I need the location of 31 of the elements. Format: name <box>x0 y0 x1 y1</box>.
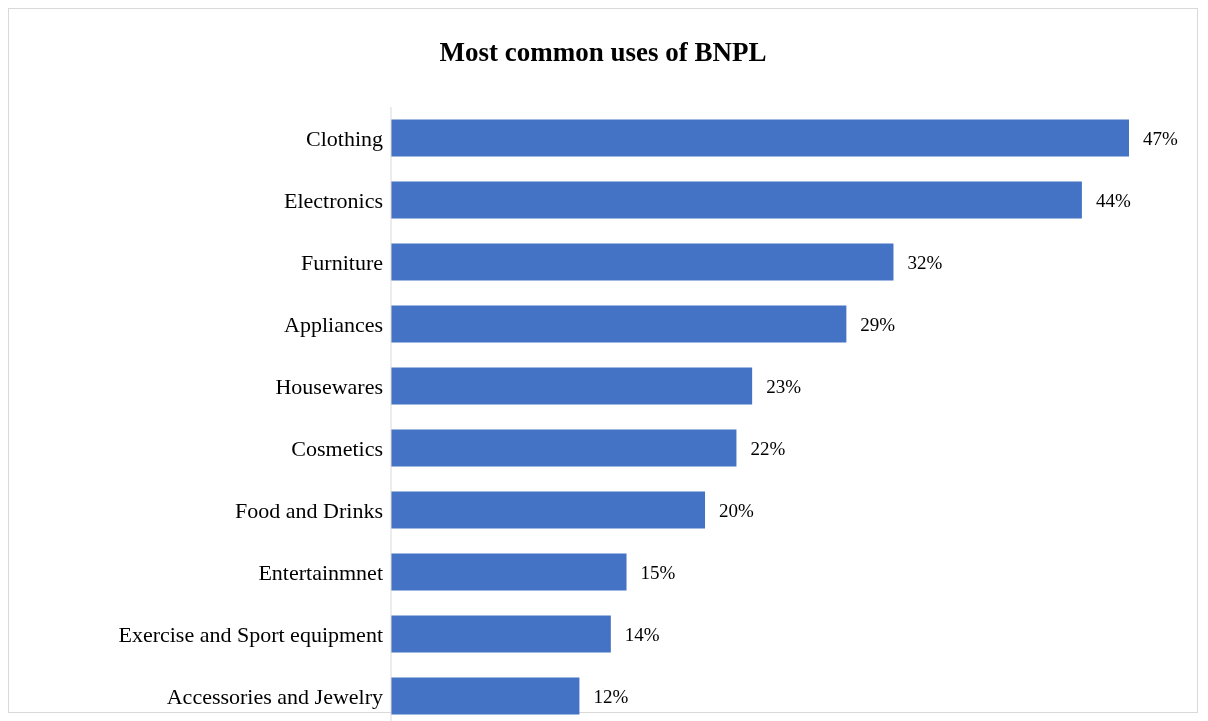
y-tick-label: Entertainmnet <box>258 559 383 585</box>
y-tick-label: Electronics <box>284 187 383 213</box>
y-tick-label: Furniture <box>301 249 383 275</box>
y-tick-label: Food and Drinks <box>235 497 383 523</box>
data-label: 47% <box>1143 127 1178 149</box>
bar <box>391 243 894 281</box>
chart-title: Most common uses of BNPL <box>438 37 768 69</box>
y-tick-label: Accessories and Jewelry <box>166 683 383 709</box>
bar <box>391 677 580 715</box>
y-tick-label: Exercise and Sport equipment <box>118 621 383 647</box>
data-label: 20% <box>719 499 755 521</box>
bar <box>391 553 627 591</box>
bar <box>391 181 1082 219</box>
data-label: 14% <box>624 623 660 645</box>
data-label: 22% <box>750 437 786 459</box>
data-label: 23% <box>766 375 802 397</box>
bar <box>391 615 611 653</box>
y-tick-label: Cosmetics <box>291 435 383 461</box>
y-tick-label: Clothing <box>305 125 383 151</box>
data-label: 32% <box>907 251 943 273</box>
data-label: 29% <box>860 313 896 335</box>
bar <box>391 305 847 343</box>
bar <box>391 429 737 467</box>
bar <box>391 119 1129 157</box>
bar <box>391 491 706 529</box>
data-label: 15% <box>640 561 676 583</box>
bar <box>391 367 753 405</box>
y-tick-label: Appliances <box>284 311 383 337</box>
data-label: 12% <box>593 685 629 707</box>
y-tick-label: Housewares <box>275 373 383 399</box>
data-label: 44% <box>1095 189 1131 211</box>
